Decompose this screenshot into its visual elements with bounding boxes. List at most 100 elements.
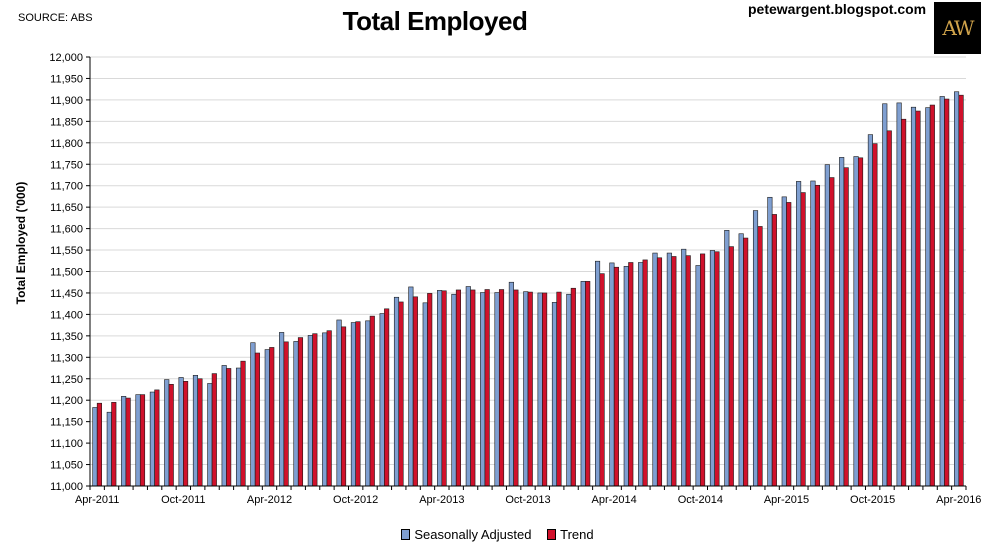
bar-seasonally-adjusted: [279, 332, 285, 487]
bar-seasonally-adjusted: [192, 375, 199, 487]
bar-seasonally-adjusted: [149, 391, 155, 487]
x-tick-label: Apr-2016: [936, 494, 981, 506]
bar-seasonally-adjusted: [293, 341, 299, 487]
bar-trend: [369, 315, 375, 487]
y-tick-label: 11,400: [50, 309, 83, 321]
bar-trend: [771, 214, 777, 487]
bar-seasonally-adjusted: [508, 281, 514, 487]
x-tick-label: Apr-2012: [247, 494, 292, 506]
bar-trend: [355, 321, 361, 487]
x-tick-label: Apr-2013: [419, 494, 464, 506]
bar-seasonally-adjusted: [925, 107, 931, 487]
bar-seasonally-adjusted: [178, 377, 184, 487]
y-tick-label: 11,050: [50, 460, 83, 472]
bar-trend: [901, 118, 907, 487]
bar-trend: [814, 184, 821, 487]
bar-trend: [556, 291, 562, 487]
bar-seasonally-adjusted: [910, 106, 917, 487]
bar-trend: [585, 281, 591, 487]
bar-seasonally-adjusted: [408, 286, 414, 487]
y-tick-label: 11,650: [50, 202, 83, 214]
bar-trend: [484, 289, 490, 487]
bar-trend: [857, 157, 864, 487]
y-tick-label: 12,000: [49, 52, 83, 64]
bar-seasonally-adjusted: [954, 91, 960, 487]
bar-trend: [240, 360, 246, 487]
bar-trend: [843, 167, 849, 487]
bar-trend: [168, 384, 174, 487]
bar-seasonally-adjusted: [695, 265, 701, 487]
bar-trend: [929, 104, 935, 487]
bar-seasonally-adjusted: [422, 302, 428, 487]
bar-trend: [398, 301, 404, 487]
bar-seasonally-adjusted: [135, 394, 141, 487]
bar-trend: [829, 177, 835, 487]
bar-trend: [944, 98, 950, 487]
bar-trend: [312, 333, 318, 487]
bar-seasonally-adjusted: [752, 210, 759, 487]
y-tick-label: 11,150: [50, 417, 83, 429]
bar-seasonally-adjusted: [250, 342, 256, 487]
bar-trend: [743, 237, 749, 487]
bar-trend: [757, 226, 763, 487]
bar-trend: [656, 257, 663, 487]
bar-seasonally-adjusted: [738, 233, 744, 487]
bar-seasonally-adjusted: [882, 103, 888, 487]
bar-trend: [700, 253, 706, 487]
legend-swatch-sa: [401, 529, 411, 540]
bar-trend: [570, 287, 576, 487]
bar-seasonally-adjusted: [638, 262, 644, 487]
bar-seasonally-adjusted: [106, 411, 112, 487]
bar-trend: [685, 255, 691, 487]
bar-seasonally-adjusted: [235, 367, 242, 487]
bar-trend: [613, 266, 619, 487]
bar-trend: [642, 259, 648, 487]
legend-item-sa: Seasonally Adjusted: [401, 527, 531, 542]
bar-seasonally-adjusted: [781, 196, 787, 487]
x-tick-label: Apr-2015: [764, 494, 809, 506]
bar-trend: [154, 389, 160, 487]
bar-trend: [786, 202, 792, 487]
bar-seasonally-adjusted: [393, 296, 400, 487]
y-tick-label: 11,300: [50, 352, 83, 364]
legend: Seasonally Adjusted Trend: [0, 527, 995, 542]
bar-trend: [211, 373, 217, 487]
source-note: SOURCE: ABS: [18, 12, 93, 24]
bar-seasonally-adjusted: [867, 134, 873, 487]
bar-trend: [326, 330, 332, 487]
bar-seasonally-adjusted: [451, 293, 457, 487]
bar-trend: [470, 289, 476, 487]
bar-trend: [628, 262, 634, 487]
y-tick-label: 11,550: [50, 245, 83, 257]
bar-trend: [498, 289, 505, 487]
y-tick-label: 11,200: [50, 395, 83, 407]
x-tick-label: Oct-2014: [678, 494, 723, 506]
bar-seasonally-adjusted: [221, 365, 227, 487]
bar-seasonally-adjusted: [839, 157, 845, 487]
y-tick-label: 11,100: [50, 438, 83, 450]
bar-trend: [254, 352, 260, 487]
bar-trend: [958, 94, 964, 487]
bar-seasonally-adjusted: [939, 96, 945, 487]
aw-logo: AW: [934, 2, 981, 54]
bar-trend: [297, 337, 304, 487]
bar-seasonally-adjusted: [595, 260, 601, 487]
bar-trend: [441, 290, 447, 487]
bar-trend: [125, 397, 131, 487]
bar-seasonally-adjusted: [437, 290, 443, 487]
bar-seasonally-adjusted: [480, 292, 486, 487]
bar-seasonally-adjusted: [796, 181, 802, 487]
y-tick-label: 11,600: [50, 224, 83, 236]
bar-seasonally-adjusted: [623, 266, 629, 487]
bar-seasonally-adjusted: [709, 250, 715, 487]
y-axis-ticks: 11,000 11,050 11,100 11,150 11,200 11,250 11,3…: [49, 52, 90, 493]
bar-seasonally-adjusted: [810, 180, 816, 487]
bar-seasonally-adjusted: [551, 302, 558, 487]
blog-url: petewargent.blogspot.com: [748, 1, 927, 17]
bar-seasonally-adjusted: [853, 156, 859, 487]
bar-trend: [283, 341, 289, 487]
bar-seasonally-adjusted: [92, 407, 98, 487]
bar-trend: [728, 246, 734, 487]
bar-seasonally-adjusted: [379, 313, 385, 487]
bar-seasonally-adjusted: [652, 252, 658, 487]
